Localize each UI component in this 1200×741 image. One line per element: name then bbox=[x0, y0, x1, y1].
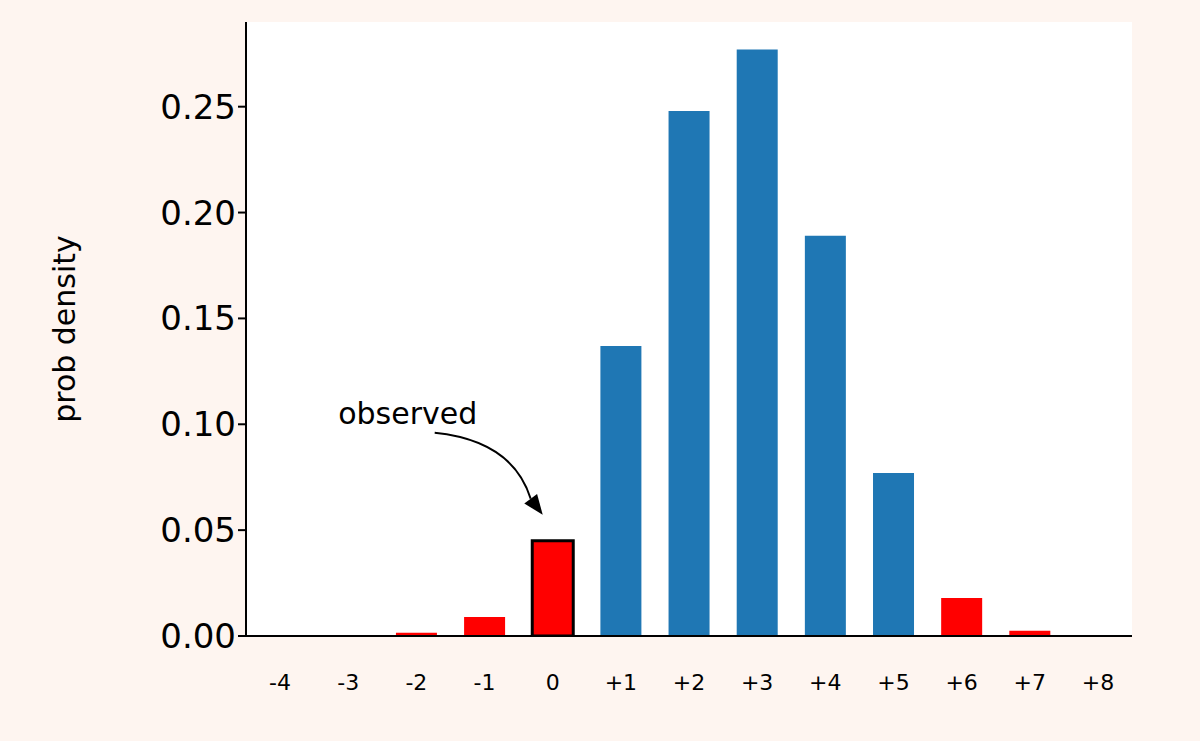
svg-text:-2: -2 bbox=[405, 670, 427, 695]
svg-text:+7: +7 bbox=[1014, 670, 1046, 695]
svg-text:-1: -1 bbox=[474, 670, 496, 695]
svg-text:+6: +6 bbox=[945, 670, 977, 695]
svg-text:0.00: 0.00 bbox=[160, 616, 236, 656]
svg-text:-4: -4 bbox=[269, 670, 291, 695]
svg-text:+8: +8 bbox=[1082, 670, 1114, 695]
svg-text:0.05: 0.05 bbox=[160, 510, 236, 550]
svg-text:observed: observed bbox=[338, 396, 477, 431]
svg-text:+4: +4 bbox=[809, 670, 841, 695]
svg-text:0: 0 bbox=[546, 670, 560, 695]
svg-text:-3: -3 bbox=[337, 670, 359, 695]
svg-text:+3: +3 bbox=[741, 670, 773, 695]
svg-text:+1: +1 bbox=[605, 670, 637, 695]
svg-text:+5: +5 bbox=[877, 670, 909, 695]
html-text:prob density: prob density bbox=[47, 235, 82, 423]
svg-text:0.15: 0.15 bbox=[160, 298, 236, 338]
svg-text:0.25: 0.25 bbox=[160, 87, 236, 127]
svg-text:0.10: 0.10 bbox=[160, 404, 236, 444]
svg-text:+2: +2 bbox=[673, 670, 705, 695]
svg-text:0.20: 0.20 bbox=[160, 193, 236, 233]
